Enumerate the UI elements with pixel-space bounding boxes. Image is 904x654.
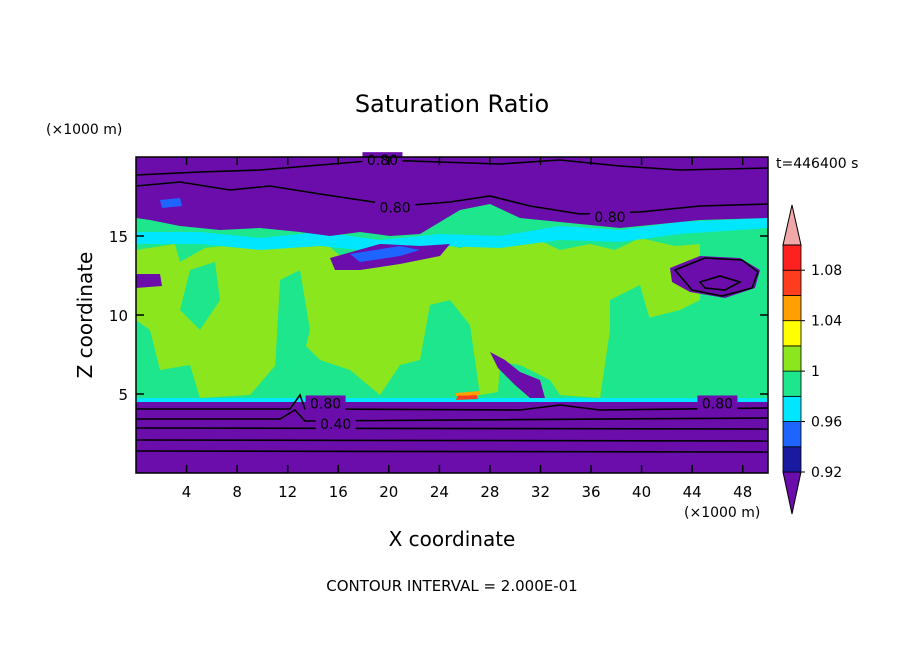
x-tick-label: 32 (531, 483, 550, 501)
contour-right-blob-inner (698, 275, 743, 291)
y-tick-label: 10 (109, 307, 128, 325)
x-tick-label: 12 (278, 483, 297, 501)
field-green-band-mid (275, 270, 310, 390)
time-label: t=446400 s (776, 156, 858, 172)
colorbar-band (782, 446, 802, 473)
colorbar-band (782, 295, 802, 322)
y-tick-label: 5 (118, 386, 128, 404)
x-tick-label: 28 (480, 483, 499, 501)
contour-label: 0.80 (310, 396, 341, 412)
contour-label-background (315, 416, 356, 433)
y-unit-label: (×1000 m) (46, 122, 122, 138)
field-green-band-far-right (700, 290, 768, 398)
field-layer (136, 157, 768, 473)
colorbar-band (782, 370, 802, 397)
colorbar-label: 0.92 (811, 465, 842, 481)
colorbar-arrow-low (782, 471, 802, 515)
colorbar-band (782, 320, 802, 347)
x-tick-label: 48 (733, 483, 752, 501)
x-tick-label: 24 (430, 483, 449, 501)
contour-label-background (590, 209, 630, 226)
colorbar-band (782, 244, 802, 271)
contour-label-background (362, 152, 403, 169)
x-unit-label: (×1000 m) (684, 505, 760, 521)
contour-label-background (305, 395, 346, 412)
chart-title: Saturation Ratio (355, 90, 549, 118)
x-tick-label: 44 (683, 483, 702, 501)
field-cyan-upper-edge (136, 218, 768, 252)
colorbar-label: 1.04 (811, 314, 842, 330)
field-dark-blue-streak-upper (160, 198, 182, 208)
contour-lower-080 (136, 393, 768, 411)
contour-label-background (697, 395, 738, 412)
colorbar-band (782, 345, 802, 372)
contour-lower-base (136, 450, 768, 453)
colorbar-arrow-high (782, 204, 802, 246)
contour-lower-040 (136, 427, 768, 430)
colorbar: 0.92 0.96 1 1.04 1.08 (782, 204, 842, 515)
contour-label: 0.80 (380, 201, 411, 217)
contour-label: 0.40 (320, 417, 351, 433)
x-tick-label: 4 (182, 483, 192, 501)
x-tick-label: 36 (581, 483, 600, 501)
contour-right-blob-outer (673, 257, 759, 297)
colorbar-band (782, 269, 802, 296)
contour-label-background (375, 199, 416, 216)
contour-label-layer: 0.80 0.80 0.80 0.80 0.80 0.40 (305, 152, 738, 433)
contour-label: 0.80 (367, 153, 398, 169)
colorbar-label: 0.96 (811, 415, 842, 431)
contour-lower-bottom (136, 439, 768, 442)
y-axis-title: Z coordinate (73, 252, 97, 379)
field-cyan-boundary (136, 398, 768, 402)
field-orange-spot (456, 391, 480, 396)
x-tick-label: 16 (329, 483, 348, 501)
colorbar-band (782, 395, 802, 422)
field-purple-lower-layer (136, 402, 768, 473)
field-green-band-right (610, 285, 650, 360)
colorbar-label: 1 (811, 364, 820, 380)
y-axis: 5 10 15 (109, 228, 768, 404)
x-axis-title: X coordinate (389, 527, 516, 551)
x-axis: 4 8 12 16 20 24 28 32 36 40 44 48 (182, 157, 752, 501)
y-tick-label: 15 (109, 228, 128, 246)
contour-label: 0.80 (594, 210, 625, 226)
colorbar-label: 1.08 (811, 263, 842, 279)
field-blue-streak-anvil (350, 246, 420, 262)
field-purple-plume (490, 352, 545, 398)
x-tick-label: 20 (379, 483, 398, 501)
field-green-band-left (180, 262, 220, 330)
colorbar-band (782, 421, 802, 448)
x-tick-label: 8 (232, 483, 242, 501)
contour-label: 0.80 (702, 396, 733, 412)
contour-interval-note: CONTOUR INTERVAL = 2.000E-01 (326, 577, 577, 595)
contour-lower-mid (136, 408, 768, 422)
x-tick-label: 40 (632, 483, 651, 501)
field-purple-left-blob (136, 274, 162, 288)
